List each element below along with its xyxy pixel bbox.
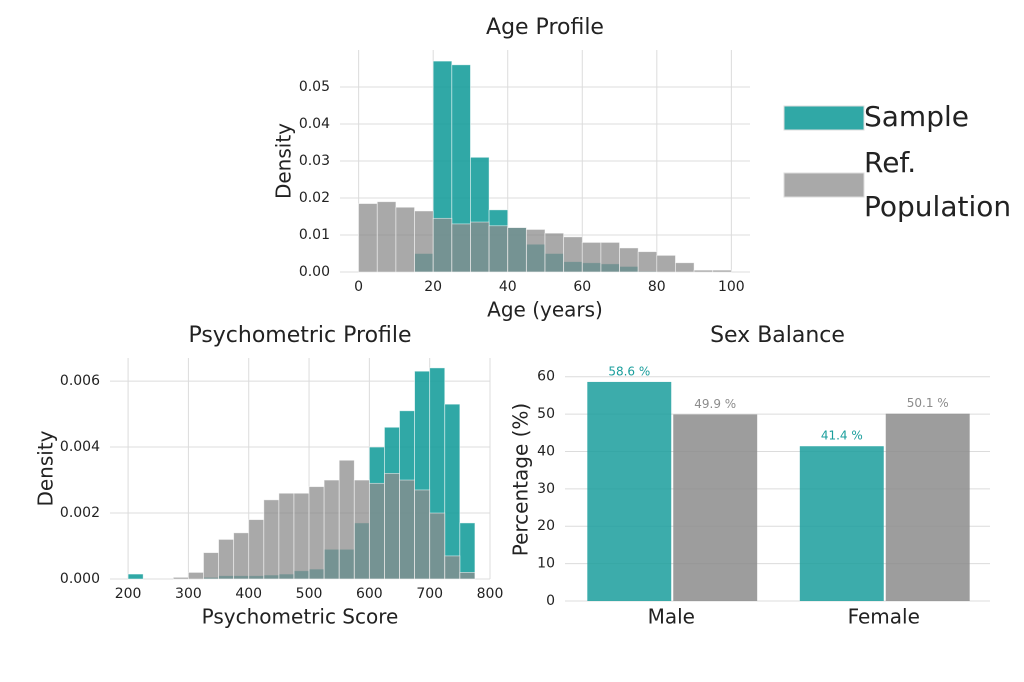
x-tick-label: 0 — [354, 279, 363, 295]
histogram-bar — [384, 473, 400, 580]
y-tick-label: 60 — [537, 369, 555, 385]
histogram-bar — [444, 403, 461, 580]
x-tick-label: 800 — [477, 586, 504, 602]
histogram-bar — [263, 499, 280, 580]
x-tick-label: Male — [648, 605, 695, 629]
histogram-bar — [293, 492, 310, 580]
histogram-bar — [233, 532, 250, 580]
y-tick-label: 0.01 — [299, 227, 330, 243]
legend-label: Ref. Population — [864, 146, 1011, 223]
histogram-bar — [188, 572, 204, 580]
histogram-bar — [675, 262, 695, 273]
value-label: 41.4 % — [821, 429, 863, 443]
histogram-bar — [429, 512, 446, 580]
x-tick-label: 400 — [235, 586, 262, 602]
histogram-bar — [712, 269, 732, 273]
y-axis-label: Density — [34, 430, 58, 506]
histogram-bar — [172, 576, 189, 580]
histogram-bar — [451, 223, 471, 273]
y-tick-label: 0.05 — [299, 79, 330, 95]
x-tick-label: 600 — [356, 586, 383, 602]
x-tick-label: 60 — [573, 279, 591, 295]
bar — [587, 381, 672, 601]
histogram-bar — [399, 479, 416, 580]
histogram-bar — [308, 486, 325, 580]
x-axis-label: Age (years) — [487, 298, 603, 322]
histogram-bar — [432, 217, 453, 273]
histogram-bar — [414, 489, 431, 580]
y-tick-label: 20 — [537, 518, 555, 534]
histogram-bar — [414, 210, 434, 273]
histogram-bar — [525, 229, 546, 273]
x-tick-label: 80 — [648, 279, 666, 295]
value-label: 49.9 % — [694, 397, 736, 411]
histogram-bar — [278, 492, 295, 580]
bar — [673, 414, 758, 601]
y-tick-label: 0.000 — [60, 571, 100, 587]
histogram-bar — [338, 459, 355, 580]
y-tick-label: 40 — [537, 443, 555, 459]
y-tick-label: 0.00 — [299, 264, 330, 280]
legend-label: Sample — [864, 100, 969, 133]
bar — [799, 446, 884, 601]
histogram-bar — [544, 232, 565, 273]
histogram-bar — [459, 522, 476, 580]
y-tick-label: 0 — [546, 593, 555, 609]
legend-swatch — [783, 172, 865, 198]
histogram-bar — [203, 552, 219, 580]
histogram-bar — [693, 269, 714, 273]
y-tick-label: 30 — [537, 481, 555, 497]
chart-title: Sex Balance — [710, 323, 845, 348]
histogram-bar — [581, 241, 602, 273]
y-axis-label: Density — [272, 123, 296, 199]
x-tick-label: 300 — [175, 586, 202, 602]
y-tick-label: 0.002 — [60, 505, 100, 521]
histogram-bar — [600, 241, 620, 273]
histogram-bar — [619, 247, 639, 273]
x-tick-label: 20 — [424, 279, 442, 295]
histogram-bar — [376, 201, 397, 273]
x-tick-label: 500 — [296, 586, 323, 602]
histogram-bar — [358, 203, 378, 273]
x-tick-label: 40 — [499, 279, 517, 295]
y-tick-label: 0.03 — [299, 153, 330, 169]
histogram-bar — [444, 555, 461, 580]
y-tick-label: 0.04 — [299, 116, 330, 132]
histogram-bar — [656, 254, 676, 273]
y-tick-label: 0.006 — [60, 373, 100, 389]
chart-title: Age Profile — [486, 15, 604, 40]
histogram-bar — [218, 539, 235, 580]
x-tick-label: 100 — [718, 279, 745, 295]
histogram-bar — [459, 572, 476, 580]
histogram-bar — [323, 479, 340, 580]
chart-title: Psychometric Profile — [188, 323, 411, 348]
histogram-bar — [488, 225, 509, 273]
histogram-bar — [395, 206, 415, 273]
y-axis-label: Percentage (%) — [509, 403, 533, 556]
bar — [885, 413, 970, 601]
histogram-bar — [507, 227, 527, 273]
histogram-bar — [248, 519, 265, 580]
histogram-bar — [470, 221, 490, 273]
x-tick-label: 700 — [416, 586, 443, 602]
y-tick-label: 0.02 — [299, 190, 330, 206]
x-axis-label: Psychometric Score — [202, 605, 399, 629]
histogram-bar — [368, 482, 385, 580]
value-label: 58.6 % — [608, 364, 650, 378]
y-tick-label: 50 — [537, 406, 555, 422]
histogram-bar — [353, 479, 370, 580]
legend-swatch — [783, 105, 865, 131]
histogram-bar — [563, 236, 583, 273]
x-tick-label: 200 — [115, 586, 142, 602]
histogram-bar — [637, 251, 658, 273]
histogram-bar — [127, 573, 144, 580]
y-tick-label: 0.004 — [60, 439, 100, 455]
x-tick-label: Female — [848, 605, 920, 629]
y-tick-label: 10 — [537, 556, 555, 572]
value-label: 50.1 % — [907, 396, 949, 410]
